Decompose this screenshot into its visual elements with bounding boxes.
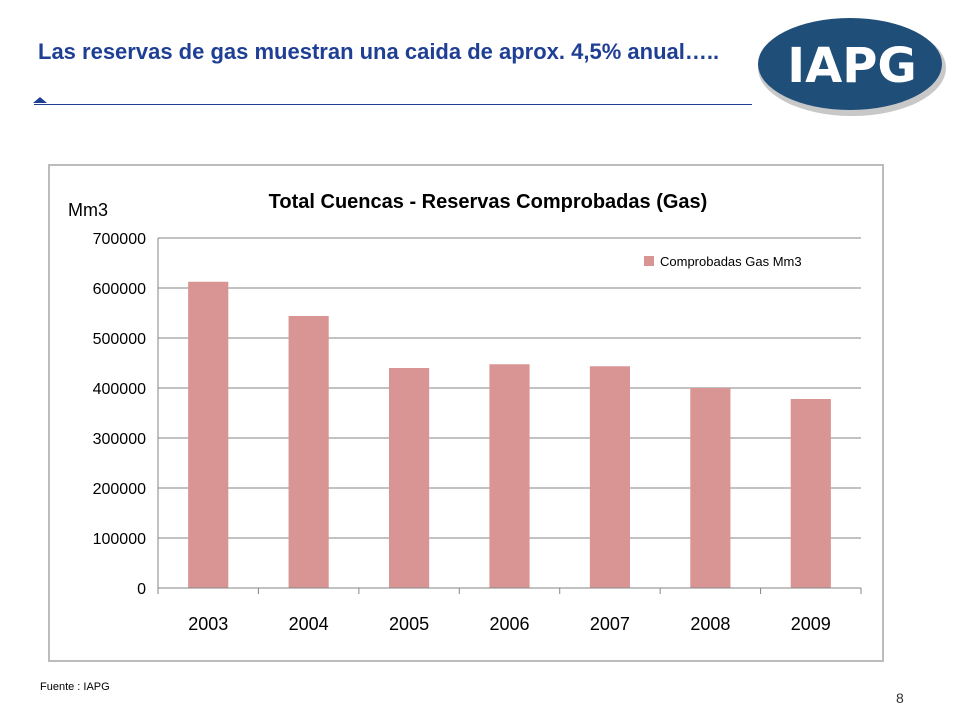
bar-2006 <box>489 364 530 588</box>
bar-2008 <box>690 388 731 588</box>
logo-ellipse <box>758 18 942 110</box>
bar-2004 <box>288 316 329 588</box>
bar-2003 <box>188 281 229 588</box>
gridlines <box>158 237 861 539</box>
y-tick-label: 700000 <box>93 231 146 248</box>
bar-2005 <box>388 368 430 588</box>
y-tick-labels: 0 100000 200000 300000 400000 500000 600000 700… <box>93 231 146 598</box>
title-rule <box>34 104 752 105</box>
x-tick-label: 2005 <box>389 614 429 634</box>
page-number: 8 <box>896 690 904 706</box>
legend-label: Comprobadas Gas Mm3 <box>660 254 802 269</box>
bar-2007 <box>589 366 631 588</box>
y-tick-label: 600000 <box>93 281 146 298</box>
title-rule-marker <box>33 97 47 103</box>
y-tick-label: 100000 <box>93 531 146 548</box>
y-axis-label: Mm3 <box>68 200 108 220</box>
y-tick-label: 300000 <box>93 431 146 448</box>
bar-2009 <box>790 399 831 588</box>
legend: Comprobadas Gas Mm3 <box>644 254 802 269</box>
x-tick-label: 2008 <box>690 614 730 634</box>
y-tick-label: 500000 <box>93 331 146 348</box>
bars <box>188 281 831 588</box>
x-tick-labels: 2003 2004 2005 2006 2007 2008 2009 <box>188 614 831 634</box>
x-tick-label: 2006 <box>489 614 529 634</box>
iapg-logo: IAPG <box>758 18 946 116</box>
chart-title: Total Cuencas - Reservas Comprobadas (Ga… <box>269 191 708 213</box>
legend-swatch <box>644 256 654 266</box>
bar-chart: Total Cuencas - Reservas Comprobadas (Ga… <box>68 191 862 634</box>
y-tick-label: 400000 <box>93 381 146 398</box>
y-tick-label: 0 <box>137 581 146 598</box>
y-tick-label: 200000 <box>93 481 146 498</box>
x-tick-label: 2004 <box>289 614 329 634</box>
logo-text: IAPG <box>787 38 917 94</box>
chart-frame: Total Cuencas - Reservas Comprobadas (Ga… <box>48 164 884 662</box>
x-tick-label: 2007 <box>590 614 630 634</box>
x-tick-label: 2003 <box>188 614 228 634</box>
source-note: Fuente : IAPG <box>40 681 110 693</box>
slide-title: Las reservas de gas muestran una caida d… <box>38 39 720 64</box>
axes <box>157 238 862 594</box>
x-tick-label: 2009 <box>791 614 831 634</box>
